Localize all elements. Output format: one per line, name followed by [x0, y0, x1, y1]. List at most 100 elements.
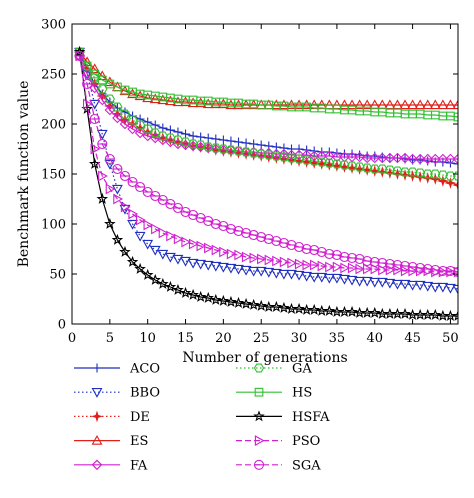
x-axis-label: Number of generations [182, 350, 347, 366]
data-point-fa [377, 152, 388, 164]
data-point-hsfa [149, 273, 162, 285]
data-point-ga [218, 144, 229, 154]
data-point-bbo [437, 282, 449, 293]
data-point-bbo [422, 281, 434, 292]
data-point-hsfa [278, 301, 290, 313]
legend-item-aco: ACO [74, 362, 160, 377]
data-point-fa [119, 118, 131, 130]
data-point-bbo [429, 282, 441, 293]
y-tick-label: 200 [41, 118, 66, 133]
data-point-es [422, 99, 434, 110]
data-point-bbo [210, 261, 222, 272]
data-point-fa [142, 130, 153, 142]
data-point-pso [332, 261, 343, 273]
data-point-bbo [452, 284, 458, 295]
x-tick-label: 40 [366, 331, 383, 346]
data-point-fa [134, 127, 146, 139]
data-point-ga [354, 162, 365, 172]
data-point-bbo [240, 265, 252, 276]
data-point-hsfa [452, 309, 458, 321]
data-point-es [414, 99, 426, 110]
legend-swatch-marker [91, 388, 103, 398]
data-point-ga [187, 139, 199, 149]
data-point-hsfa [104, 217, 116, 229]
data-point-pso [204, 242, 214, 254]
data-point-de [368, 165, 381, 177]
data-point-de [315, 158, 328, 170]
data-point-de [444, 177, 457, 189]
data-point-pso [302, 259, 313, 271]
data-point-ga [134, 120, 146, 130]
data-point-ga [346, 161, 358, 171]
data-point-sga [452, 266, 458, 278]
legend-label: FA [130, 458, 148, 473]
legend-label: ACO [129, 362, 160, 377]
series-sga [74, 50, 458, 278]
data-point-pso [325, 261, 335, 273]
data-point-bbo [293, 270, 305, 281]
data-point-ga [256, 149, 267, 159]
data-point-ga [377, 164, 388, 174]
data-point-aco [294, 144, 304, 154]
data-point-ga [324, 158, 335, 168]
data-point-bbo [127, 219, 138, 230]
data-point-bbo [195, 259, 207, 270]
data-point-de [361, 164, 374, 176]
data-point-bbo [392, 279, 403, 290]
legend-item-es: ES [74, 434, 148, 449]
data-point-ga [150, 128, 161, 138]
series-aco [75, 47, 458, 169]
data-point-fa [430, 153, 441, 165]
data-point-hsfa [255, 299, 267, 311]
data-point-pso [98, 170, 108, 182]
data-point-ga [112, 102, 123, 112]
data-point-es [180, 96, 191, 107]
data-point-fa [81, 68, 93, 80]
data-point-bbo [202, 260, 214, 271]
data-point-pso [181, 236, 192, 248]
data-point-fa [437, 153, 449, 165]
data-point-hsfa [217, 294, 230, 306]
data-point-bbo [346, 275, 358, 286]
data-point-ga [392, 166, 403, 176]
data-point-de [436, 175, 449, 187]
legend-label: DE [130, 410, 150, 425]
data-point-ga [89, 73, 100, 83]
data-point-bbo [384, 278, 396, 289]
data-point-bbo [407, 280, 419, 291]
data-point-bbo [263, 267, 275, 278]
data-point-ga [384, 165, 396, 175]
data-point-ga [452, 171, 458, 181]
data-point-pso [393, 264, 404, 276]
data-point-fa [354, 151, 365, 163]
data-point-pso [90, 143, 101, 155]
data-point-aco [226, 136, 236, 146]
data-point-bbo [180, 256, 191, 267]
series-line-ga [79, 51, 458, 177]
legend-label: PSO [292, 434, 320, 449]
data-point-de [149, 129, 162, 141]
data-point-bbo [96, 129, 108, 140]
data-point-es [301, 99, 313, 110]
data-point-pso [249, 252, 260, 264]
data-point-bbo [172, 254, 184, 265]
y-axis-label: Benchmark function value [16, 81, 32, 268]
data-point-bbo [286, 269, 297, 280]
data-point-de [383, 167, 396, 179]
data-point-hsfa [96, 192, 109, 204]
data-point-fa [331, 151, 343, 163]
data-point-pso [188, 238, 199, 250]
data-point-es [293, 99, 305, 110]
data-point-pso [385, 264, 396, 276]
data-point-fa [278, 148, 290, 160]
data-point-ga [309, 156, 320, 166]
data-point-pso [272, 255, 282, 267]
data-point-pso [355, 263, 366, 275]
data-point-sga [89, 113, 100, 125]
data-point-pso [226, 248, 237, 260]
data-point-bbo [278, 269, 290, 280]
data-point-ga [165, 133, 176, 143]
legend-swatch-marker [91, 459, 103, 471]
data-point-es [217, 98, 229, 109]
